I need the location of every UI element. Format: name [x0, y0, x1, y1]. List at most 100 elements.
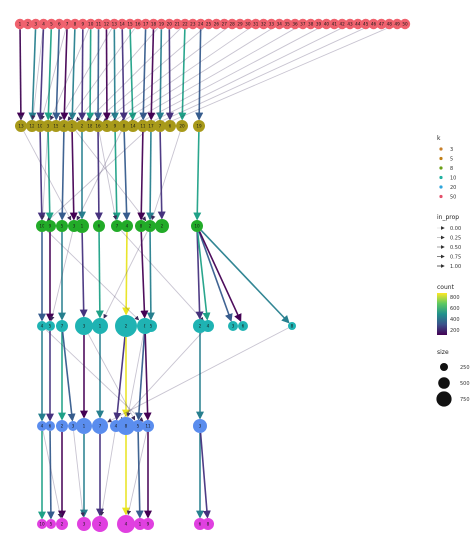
node-label: 9 [49, 224, 52, 229]
node-label: 1 [19, 22, 22, 27]
tree-node [46, 18, 57, 30]
node-label: 14 [119, 22, 125, 27]
node-label: 28 [229, 22, 235, 27]
tree-node [344, 18, 356, 30]
node-label: 3 [34, 22, 37, 27]
node-label: 4 [42, 22, 45, 27]
node-label: 8 [74, 22, 77, 27]
legend-count-tick: 200 [450, 328, 460, 334]
tree-edge [122, 231, 131, 316]
node-label: 5 [150, 324, 153, 329]
node-label: 8 [291, 324, 294, 329]
tree-node [193, 120, 205, 132]
tree-edge [95, 231, 104, 319]
tree-node [30, 18, 41, 30]
legend-k-label: 5 [450, 156, 453, 162]
tree-node [37, 519, 47, 529]
nodes-layer: 1 2 3 4 5 6 7 8 9 10 11 12 13 14 15 16 17 18 19 20 21 22 23 24 2… [14, 18, 411, 533]
tree-node [191, 220, 203, 232]
legend-count: count 800 600 400 200 [437, 284, 460, 335]
node-label: 12 [29, 124, 35, 129]
tree-node [92, 318, 108, 334]
tree-node [399, 18, 411, 30]
tree-edge [112, 131, 121, 221]
node-label: 2 [81, 124, 84, 129]
tree-edge [165, 29, 174, 121]
node-label: 20 [179, 124, 185, 129]
node-label: 11 [96, 22, 102, 27]
tree-node [145, 320, 157, 332]
node-label: 2 [61, 424, 64, 429]
node-label: 5 [61, 224, 64, 229]
node-label: 10 [37, 124, 43, 129]
node-label: 23 [190, 22, 196, 27]
tree-edge [156, 25, 370, 124]
tree-edge [120, 330, 205, 422]
node-label: 42 [339, 22, 345, 27]
node-label: 2 [199, 324, 202, 329]
legend-size-label: 250 [460, 365, 470, 371]
legend-count-title: count [437, 284, 455, 291]
tree-node [68, 421, 78, 431]
node-label: 19 [159, 22, 165, 27]
node-label: 8 [207, 522, 210, 527]
tree-edge [146, 231, 155, 321]
tree-edge [61, 331, 76, 422]
node-label: 2 [99, 522, 102, 527]
node-label: 31 [253, 22, 259, 27]
node-label: 4 [125, 522, 128, 527]
tree-node [321, 18, 332, 30]
tree-edge [40, 28, 67, 121]
node-label: 27 [222, 22, 228, 27]
tree-node [93, 220, 105, 232]
node-label: 3 [83, 324, 86, 329]
tree-node [289, 18, 301, 30]
tree-edge [28, 29, 37, 121]
tree-node [305, 18, 316, 30]
tree-edge [16, 29, 25, 121]
tree-node [44, 220, 56, 232]
tree-node [111, 220, 123, 232]
tree-edge [98, 131, 118, 221]
node-label: 25 [206, 22, 212, 27]
node-label: 7 [99, 424, 102, 429]
tree-node [56, 220, 68, 232]
tree-edge [147, 29, 156, 121]
tree-node [142, 518, 154, 530]
tree-edge [103, 231, 148, 319]
tree-edge [193, 131, 202, 221]
tree-node [116, 18, 128, 30]
tree-edge [195, 29, 204, 121]
node-label: 8 [125, 424, 128, 429]
tree-edge [102, 29, 111, 121]
node-label: 49 [394, 22, 400, 27]
tree-node [154, 120, 166, 132]
tree-edge [68, 29, 77, 121]
tree-node [313, 18, 324, 30]
node-label: 8 [123, 124, 126, 129]
node-label: 20 [167, 22, 173, 27]
tree-node [14, 18, 26, 30]
node-label: 1 [139, 522, 142, 527]
tree-node [75, 219, 89, 233]
node-label: 2 [149, 224, 152, 229]
tree-edge [139, 29, 148, 121]
tree-edge [79, 232, 88, 318]
tree-node [45, 421, 55, 431]
legend-count-tick: 400 [450, 317, 460, 323]
tree-node [77, 517, 91, 531]
node-label: 30 [245, 22, 251, 27]
node-label: 6 [58, 22, 61, 27]
node-label: 7 [116, 224, 119, 229]
tree-node [54, 18, 65, 30]
tree-node [38, 18, 49, 30]
node-label: 38 [308, 22, 314, 27]
node-label: 17 [143, 22, 149, 27]
legend-size: size 250 500 750 [436, 349, 470, 407]
tree-node [352, 18, 364, 30]
tree-edge [165, 25, 393, 124]
tree-edge [199, 432, 211, 519]
tree-edge [86, 29, 95, 121]
tree-edge [30, 29, 44, 120]
tree-edge [69, 131, 78, 221]
